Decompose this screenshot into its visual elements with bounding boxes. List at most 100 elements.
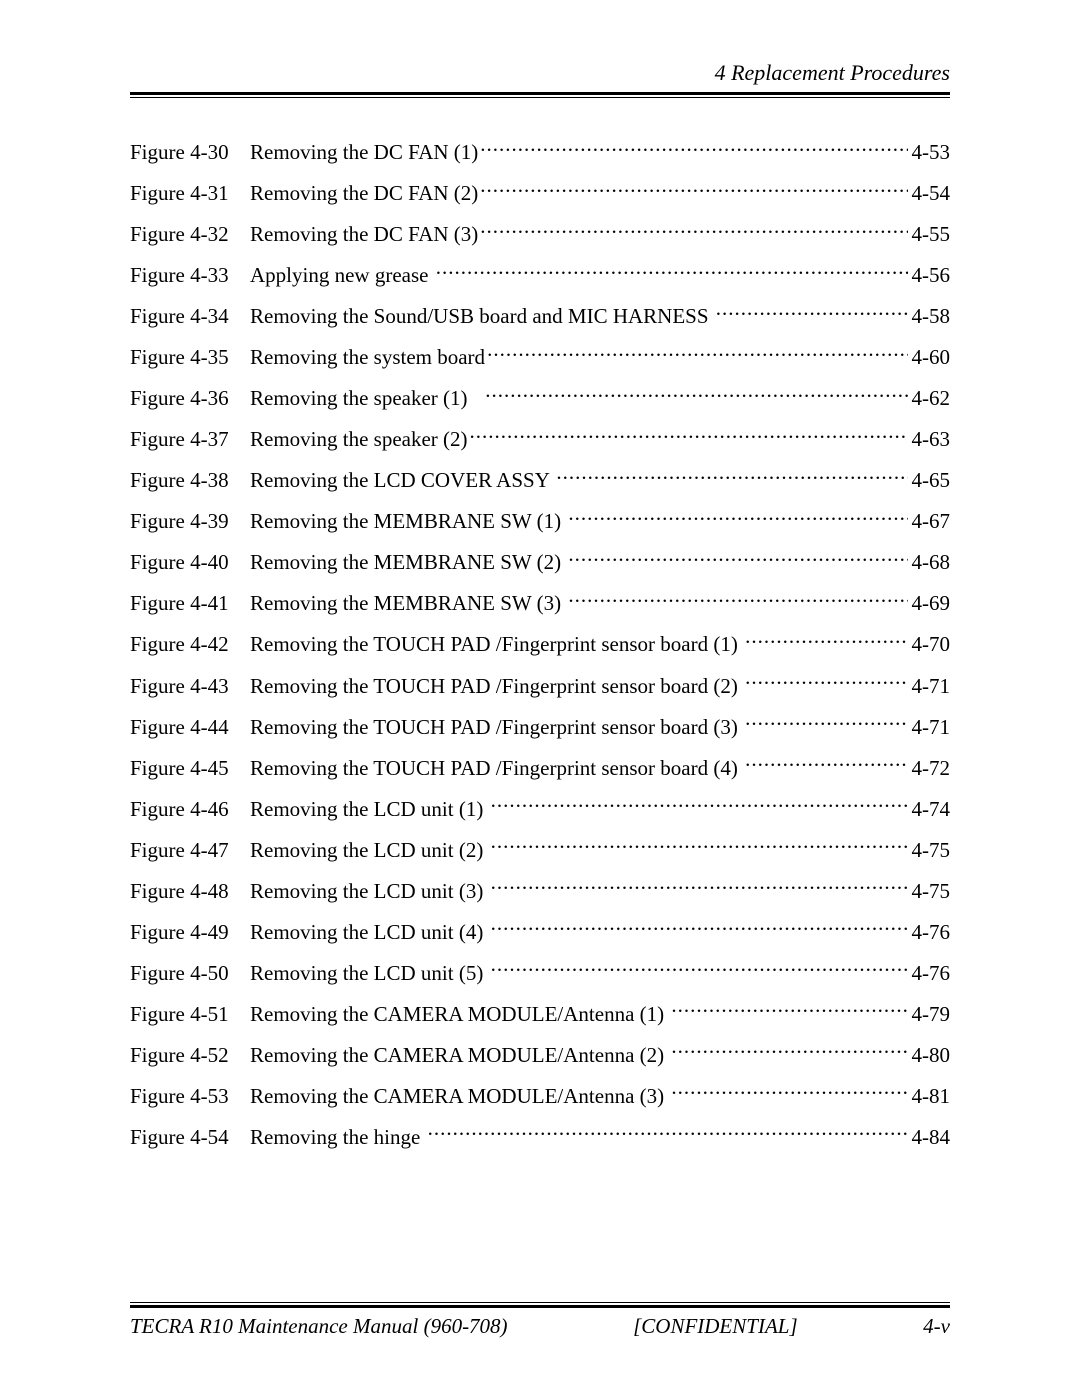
page-number: 4-84 (910, 1122, 951, 1152)
entry-title: Removing the speaker (2) (250, 424, 468, 454)
dot-leader (556, 464, 907, 487)
entry-title: Removing the CAMERA MODULE/Antenna (1) (250, 999, 669, 1029)
figure-label: Figure 4-47 (130, 835, 250, 865)
dot-leader (491, 957, 908, 980)
entry-title: Removing the LCD unit (2) (250, 835, 489, 865)
page-number: 4-69 (910, 588, 951, 618)
entry-title: Removing the MEMBRANE SW (1) (250, 506, 566, 536)
footer-rule-thick (130, 1305, 950, 1308)
toc-row: Figure 4-45Removing the TOUCH PAD /Finge… (130, 751, 950, 783)
dot-leader (745, 710, 907, 733)
page-number: 4-71 (910, 671, 951, 701)
toc-row: Figure 4-42Removing the TOUCH PAD /Finge… (130, 628, 950, 660)
toc-row: Figure 4-52Removing the CAMERA MODULE/An… (130, 1039, 950, 1071)
entry-title: Removing the LCD unit (1) (250, 794, 489, 824)
dot-leader (470, 423, 908, 446)
dot-leader (487, 341, 907, 364)
page-number: 4-65 (910, 465, 951, 495)
entry-title: Removing the CAMERA MODULE/Antenna (2) (250, 1040, 669, 1070)
toc-row: Figure 4-47Removing the LCD unit (2) 4-7… (130, 834, 950, 866)
toc-row: Figure 4-48Removing the LCD unit (3) 4-7… (130, 875, 950, 907)
toc-row: Figure 4-33Applying new grease 4-56 (130, 259, 950, 291)
page-number: 4-70 (910, 629, 951, 659)
page-number: 4-76 (910, 917, 951, 947)
page-footer: TECRA R10 Maintenance Manual (960-708) [… (130, 1302, 950, 1339)
toc-row: Figure 4-44Removing the TOUCH PAD /Finge… (130, 710, 950, 742)
footer-left: TECRA R10 Maintenance Manual (960-708) (130, 1314, 508, 1339)
page-number: 4-75 (910, 876, 951, 906)
dot-leader (671, 998, 907, 1021)
dot-leader (745, 628, 907, 651)
footer-center: [CONFIDENTIAL] (633, 1314, 798, 1339)
entry-title: Removing the DC FAN (2) (250, 178, 478, 208)
header-rule-thick (130, 92, 950, 95)
toc-row: Figure 4-37Removing the speaker (2) 4-63 (130, 423, 950, 455)
entry-title: Removing the CAMERA MODULE/Antenna (3) (250, 1081, 669, 1111)
page-number: 4-67 (910, 506, 951, 536)
entry-title: Removing the hinge (250, 1122, 426, 1152)
figure-label: Figure 4-36 (130, 383, 250, 413)
figure-label: Figure 4-33 (130, 260, 250, 290)
figure-label: Figure 4-32 (130, 219, 250, 249)
entry-title: Removing the LCD unit (4) (250, 917, 489, 947)
toc-row: Figure 4-38Removing the LCD COVER ASSY 4… (130, 464, 950, 496)
page-number: 4-81 (910, 1081, 951, 1111)
dot-leader (485, 382, 907, 405)
toc-row: Figure 4-50Removing the LCD unit (5) 4-7… (130, 957, 950, 989)
entry-title: Applying new grease (250, 260, 434, 290)
dot-leader (671, 1080, 907, 1103)
page: 4 Replacement Procedures Figure 4-30Remo… (0, 0, 1080, 1152)
dot-leader (745, 751, 907, 774)
page-number: 4-63 (910, 424, 951, 454)
figure-label: Figure 4-50 (130, 958, 250, 988)
page-number: 4-75 (910, 835, 951, 865)
page-number: 4-58 (910, 301, 951, 331)
figure-label: Figure 4-42 (130, 629, 250, 659)
figure-label: Figure 4-49 (130, 917, 250, 947)
toc-row: Figure 4-41Removing the MEMBRANE SW (3) … (130, 587, 950, 619)
dot-leader (745, 669, 907, 692)
dot-leader (568, 546, 907, 569)
figure-label: Figure 4-37 (130, 424, 250, 454)
dot-leader (491, 875, 908, 898)
footer-right: 4-v (923, 1314, 950, 1339)
toc-row: Figure 4-34Removing the Sound/USB board … (130, 300, 950, 332)
entry-title: Removing the MEMBRANE SW (3) (250, 588, 566, 618)
dot-leader (568, 505, 907, 528)
toc-row: Figure 4-53Removing the CAMERA MODULE/An… (130, 1080, 950, 1112)
dot-leader (671, 1039, 907, 1062)
figure-label: Figure 4-54 (130, 1122, 250, 1152)
figure-label: Figure 4-34 (130, 301, 250, 331)
figure-label: Figure 4-41 (130, 588, 250, 618)
toc-row: Figure 4-51Removing the CAMERA MODULE/An… (130, 998, 950, 1030)
dot-leader (480, 218, 907, 241)
figure-label: Figure 4-43 (130, 671, 250, 701)
figure-label: Figure 4-38 (130, 465, 250, 495)
figure-label: Figure 4-44 (130, 712, 250, 742)
entry-title: Removing the TOUCH PAD /Fingerprint sens… (250, 753, 743, 783)
toc-row: Figure 4-46Removing the LCD unit (1) 4-7… (130, 793, 950, 825)
figure-label: Figure 4-48 (130, 876, 250, 906)
figure-label: Figure 4-39 (130, 506, 250, 536)
toc-row: Figure 4-35Removing the system board4-60 (130, 341, 950, 373)
entry-title: Removing the DC FAN (3) (250, 219, 478, 249)
toc-row: Figure 4-43Removing the TOUCH PAD /Finge… (130, 669, 950, 701)
figure-label: Figure 4-40 (130, 547, 250, 577)
toc-row: Figure 4-39Removing the MEMBRANE SW (1) … (130, 505, 950, 537)
toc-row: Figure 4-32Removing the DC FAN (3)4-55 (130, 218, 950, 250)
figure-label: Figure 4-46 (130, 794, 250, 824)
entry-title: Removing the Sound/USB board and MIC HAR… (250, 301, 714, 331)
dot-leader (491, 834, 908, 857)
footer-rule-thin (130, 1302, 950, 1303)
entry-title: Removing the DC FAN (1) (250, 137, 478, 167)
page-number: 4-60 (910, 342, 951, 372)
page-number: 4-54 (910, 178, 951, 208)
chapter-title: 4 Replacement Procedures (130, 60, 950, 86)
page-number: 4-79 (910, 999, 951, 1029)
entry-title: Removing the TOUCH PAD /Fingerprint sens… (250, 712, 743, 742)
dot-leader (716, 300, 908, 323)
toc-row: Figure 4-31Removing the DC FAN (2)4-54 (130, 177, 950, 209)
toc-row: Figure 4-30Removing the DC FAN (1)4-53 (130, 136, 950, 168)
dot-leader (480, 136, 907, 159)
figure-label: Figure 4-52 (130, 1040, 250, 1070)
